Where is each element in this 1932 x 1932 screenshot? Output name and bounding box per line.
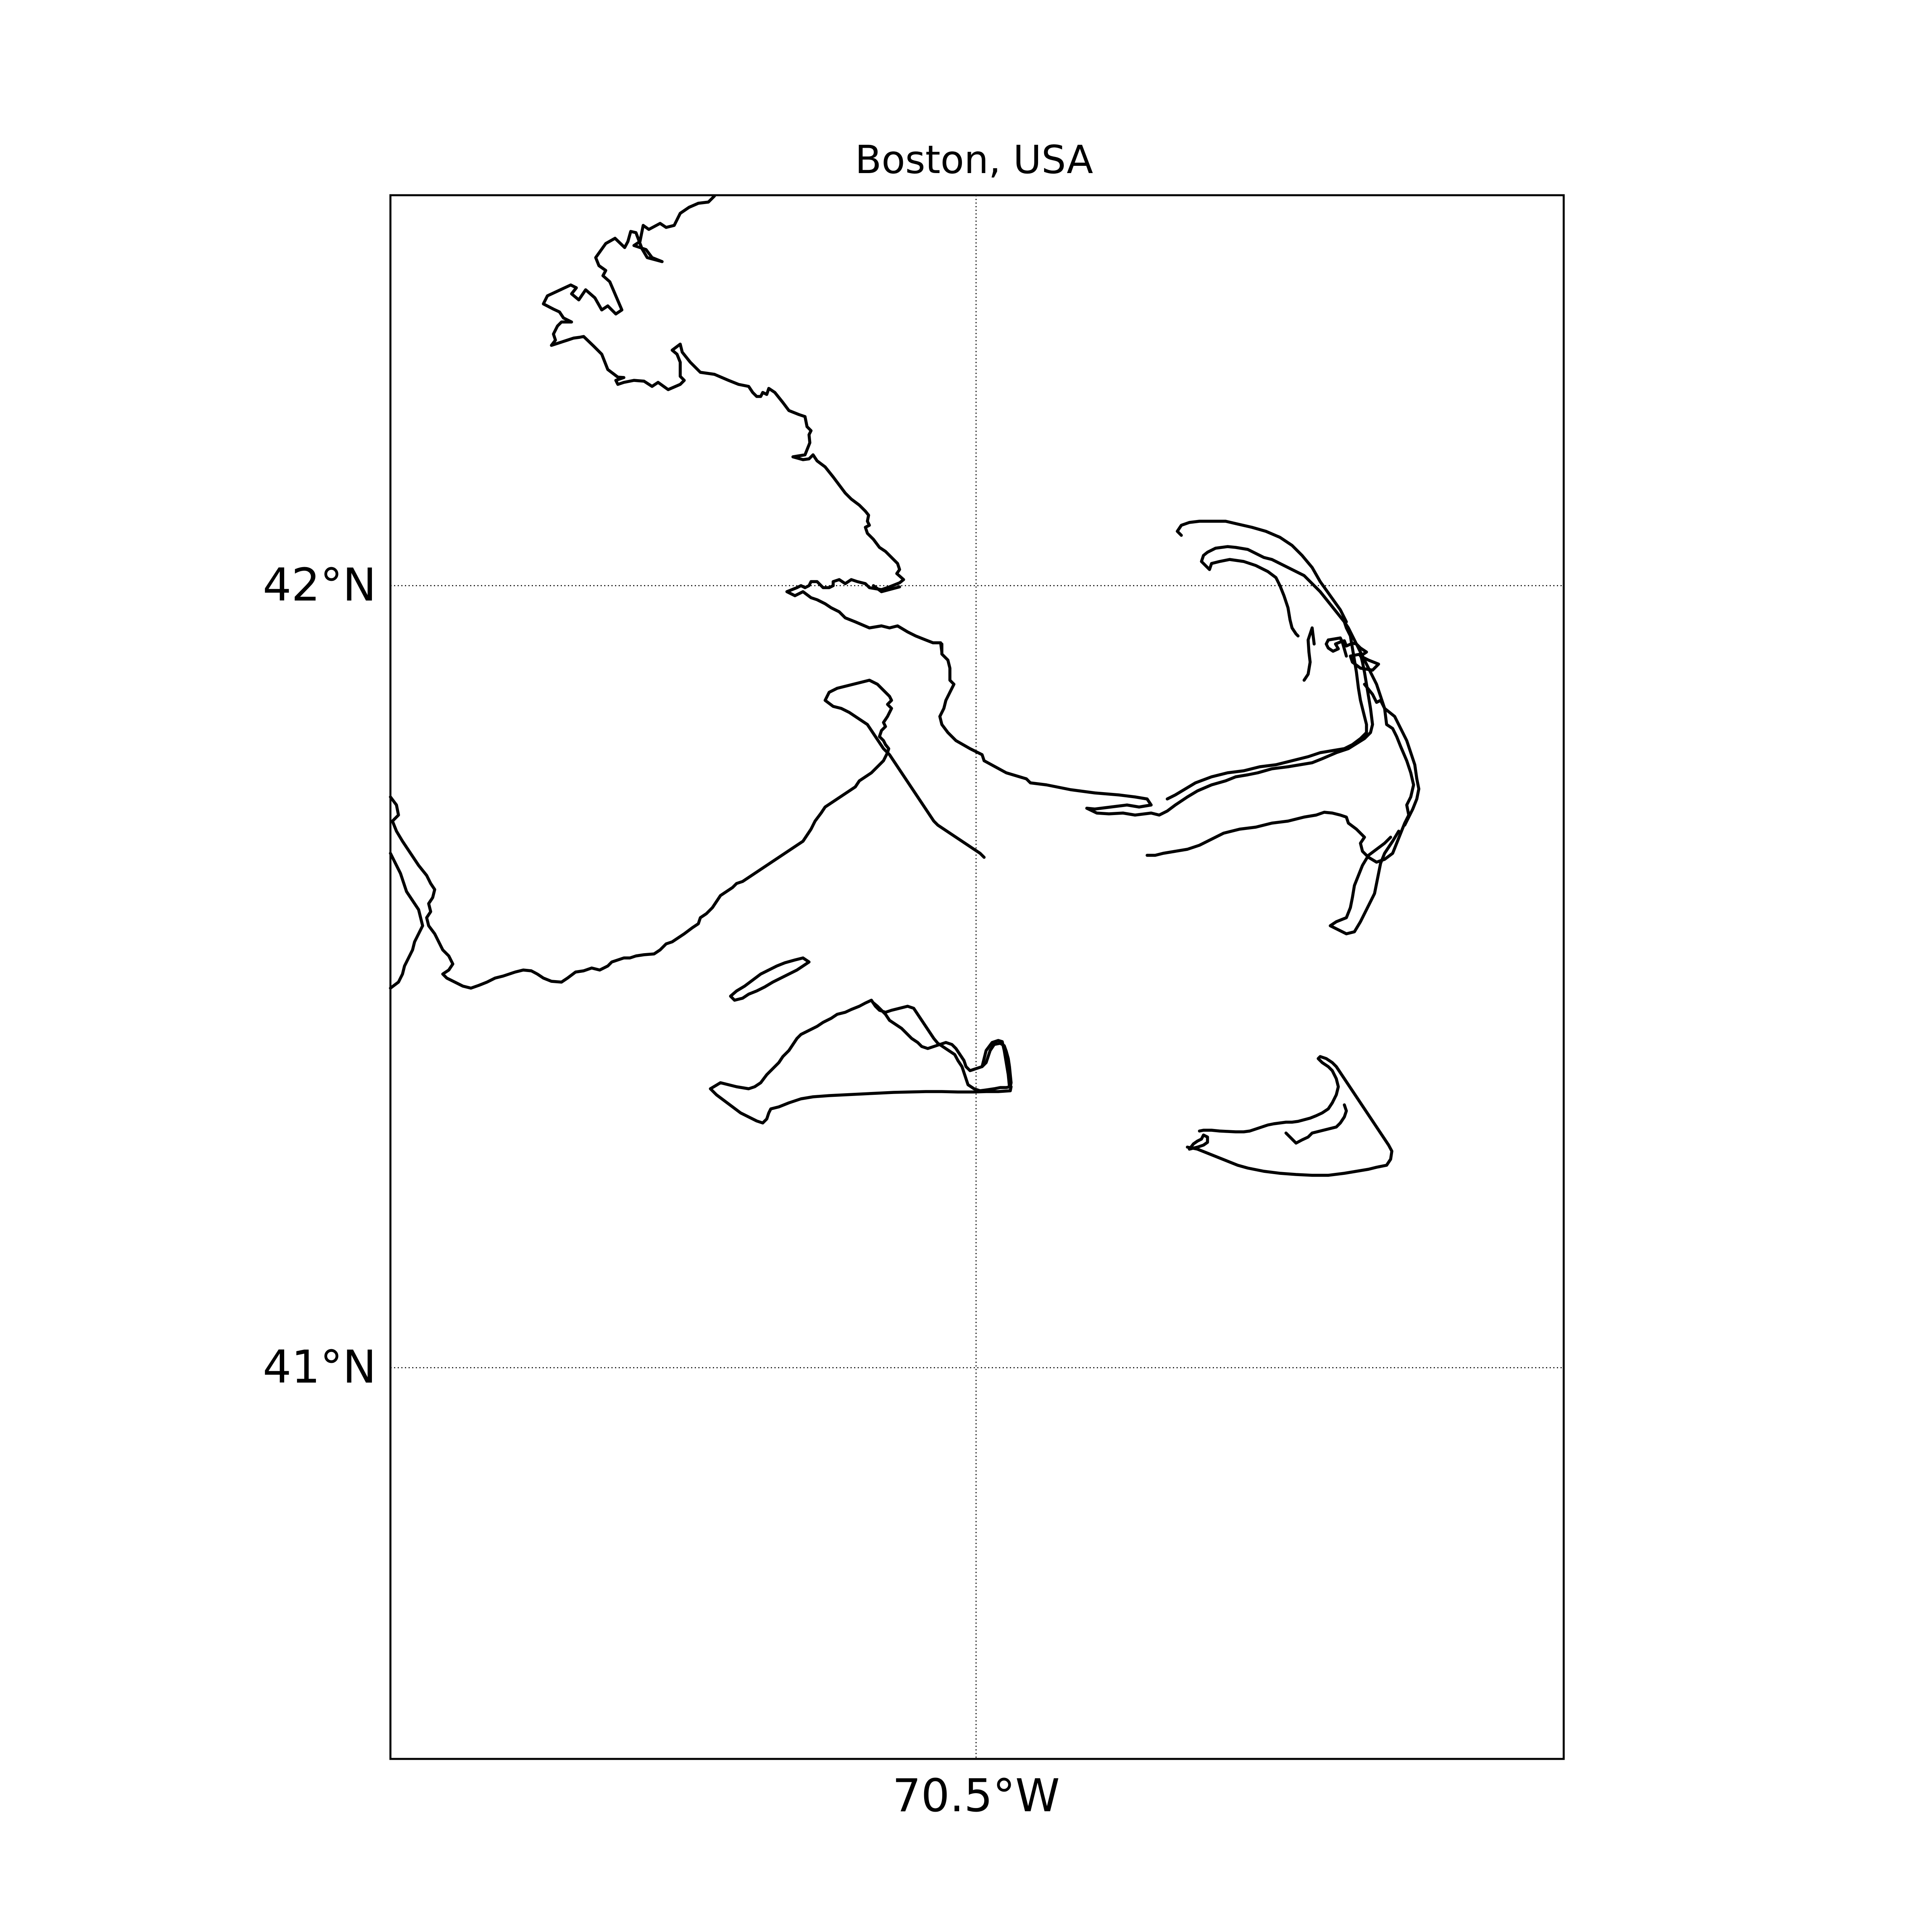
cape-cod-eastern-shore: [1383, 707, 1420, 827]
map-title: Boston, USA: [855, 137, 1093, 182]
marthas-vineyard: [709, 999, 1013, 1092]
cape-cod-upper-arm: [1200, 545, 1386, 710]
elizabeth-islands: [729, 956, 811, 1002]
cape-cod-provincetown-hook: [1166, 620, 1368, 801]
meridian-label-70-5w: 70.5°W: [892, 1770, 1060, 1822]
map-axes: [389, 194, 1565, 1760]
coastline-nahant-spit: [872, 584, 901, 593]
coastline-south-shore-detail: [389, 852, 424, 990]
marthas-vineyard-south-shore: [709, 1085, 1013, 1125]
parallel-label-41n: 41°N: [263, 1341, 376, 1393]
cape-cod-outer-arm: [1146, 683, 1415, 864]
coastlines: [389, 194, 1420, 1177]
coastline-mainland: [542, 194, 986, 762]
marthas-vineyard-chappaquiddick: [980, 1039, 1011, 1088]
coastline-buzzards-bay: [389, 679, 893, 990]
map-frame: [389, 194, 1565, 1760]
cape-cod-monomoy: [1329, 830, 1400, 935]
cape-cod-pleasant-bay: [1302, 626, 1316, 682]
coastline-upper-cape-bays: [824, 687, 986, 859]
nantucket: [1186, 1055, 1393, 1177]
tuckernuck: [1188, 1133, 1209, 1151]
cape-cod-provincetown: [1176, 520, 1348, 623]
parallel-label-42n: 42°N: [263, 559, 376, 611]
cape-cod: [983, 636, 1380, 817]
nantucket-harbor: [1284, 1103, 1348, 1145]
